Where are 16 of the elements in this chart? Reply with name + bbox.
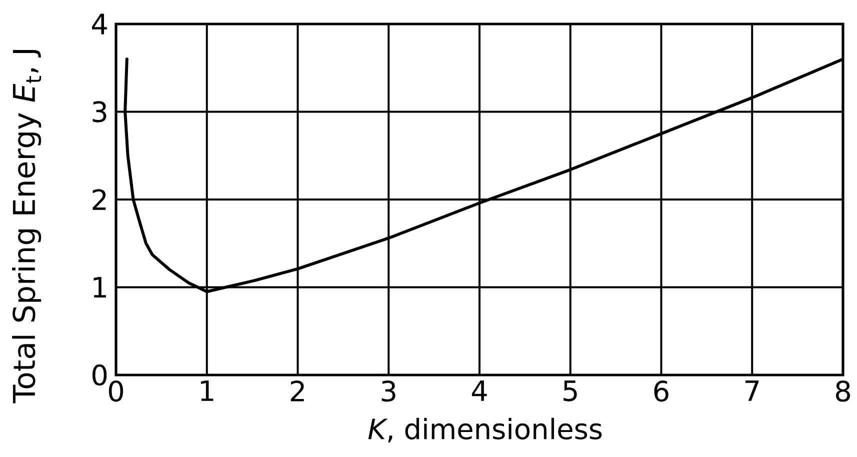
y-tick-label: 2 [92, 189, 106, 210]
y-tick-label: 3 [92, 101, 106, 122]
x-axis-title: K, dimensionless [368, 418, 602, 442]
x-tick-label: 8 [836, 380, 850, 402]
x-tick-label: 6 [654, 380, 668, 402]
x-tick-label: 5 [564, 380, 577, 402]
x-tick-label: 7 [745, 380, 759, 401]
y-tick-label: 0 [92, 364, 107, 386]
x-tick-label: 4 [472, 380, 487, 401]
y-tick-label: 1 [94, 277, 106, 298]
x-tick-label: 1 [201, 380, 214, 401]
y-tick-label: 4 [92, 14, 107, 34]
y-axis-title: Total Spring Energy E$_{t}$, J [12, 50, 42, 404]
x-tick-label: 2 [290, 380, 304, 402]
x-tick-label: 0 [108, 380, 124, 402]
x-tick-label: 3 [382, 380, 396, 402]
